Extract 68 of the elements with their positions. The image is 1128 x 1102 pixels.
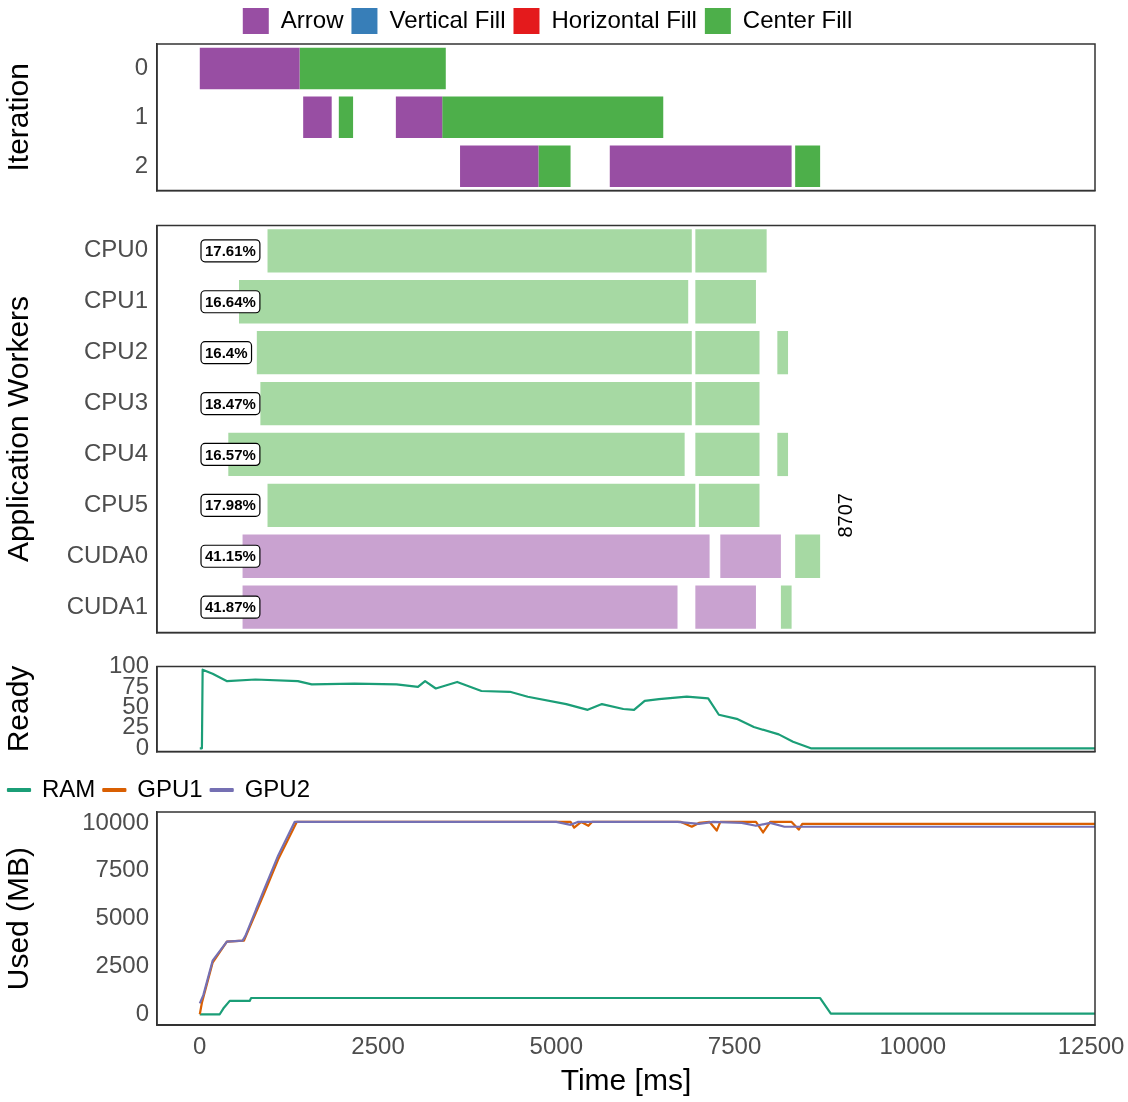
annotation: 16.57% (205, 445, 256, 463)
bar (299, 47, 446, 90)
y-axis-title: Ready (1, 665, 35, 753)
legend-label: Vertical Fill (389, 5, 506, 33)
bar (695, 280, 756, 324)
annotation: 16.64% (205, 292, 256, 310)
y-tick-label: CUDA1 (66, 591, 148, 619)
annotation: 16.4% (205, 343, 248, 361)
bar (199, 47, 300, 90)
bar (267, 229, 692, 273)
x-tick-label: 0 (193, 1032, 207, 1060)
legend-label: Center Fill (742, 5, 853, 33)
legend-label: RAM (42, 774, 96, 802)
annotation: 41.15% (205, 547, 256, 565)
legend-label: GPU1 (137, 774, 203, 802)
bar (460, 145, 539, 187)
bar (720, 534, 781, 578)
y-tick-label: 7500 (95, 855, 149, 883)
x-tick-label: 5000 (529, 1032, 583, 1060)
y-tick-label: 2500 (95, 951, 149, 979)
bar (267, 483, 696, 527)
bar (695, 432, 760, 477)
y-tick-label: 10000 (82, 807, 149, 835)
y-tick-label: CUDA0 (66, 540, 148, 568)
annotation: 17.61% (205, 241, 256, 259)
x-tick-label: 2500 (351, 1032, 405, 1060)
bar (695, 331, 760, 375)
y-tick-label: 2 (134, 150, 148, 178)
y-tick-label: CPU5 (83, 489, 148, 517)
bar (695, 381, 760, 426)
y-tick-label: CPU0 (83, 235, 148, 263)
bar (442, 96, 664, 139)
x-tick-label: 12500 (1057, 1032, 1125, 1060)
legend-label: Horizontal Fill (551, 5, 697, 33)
bar (609, 145, 792, 187)
legend-label: Arrow (280, 5, 345, 33)
y-axis-title: Iteration (1, 63, 35, 172)
annotation: 17.98% (205, 496, 256, 514)
x-tick-label: 7500 (707, 1032, 762, 1060)
bar (795, 534, 821, 578)
y-tick-label: CPU3 (83, 388, 148, 416)
bar (538, 145, 571, 187)
y-tick-label: CPU2 (83, 337, 148, 365)
bar (395, 96, 443, 139)
bar (303, 96, 332, 139)
bar (698, 483, 760, 527)
bar (256, 331, 692, 375)
y-tick-label: CPU4 (83, 439, 148, 467)
annotation: 18.47% (205, 394, 256, 412)
annotation: 8707 (833, 493, 856, 538)
bar (695, 585, 756, 629)
bar (780, 585, 792, 629)
x-tick-label: 10000 (879, 1032, 947, 1060)
y-tick-label: 1 (134, 101, 148, 129)
x-axis-title: Time [ms] (560, 1063, 692, 1097)
y-tick-label: 5000 (95, 903, 149, 931)
bar (777, 432, 789, 477)
bar (695, 229, 767, 273)
y-axis-title: Used (MB) (1, 846, 35, 991)
bar (777, 331, 789, 375)
annotation: 41.87% (205, 598, 256, 616)
y-tick-label: 0 (134, 53, 148, 81)
bar (338, 96, 354, 139)
y-tick-label: 0 (135, 998, 149, 1026)
legend-label: GPU2 (244, 774, 311, 802)
bar (795, 145, 821, 187)
y-tick-label: CPU1 (83, 286, 148, 314)
y-axis-title: Application Workers (1, 295, 35, 563)
